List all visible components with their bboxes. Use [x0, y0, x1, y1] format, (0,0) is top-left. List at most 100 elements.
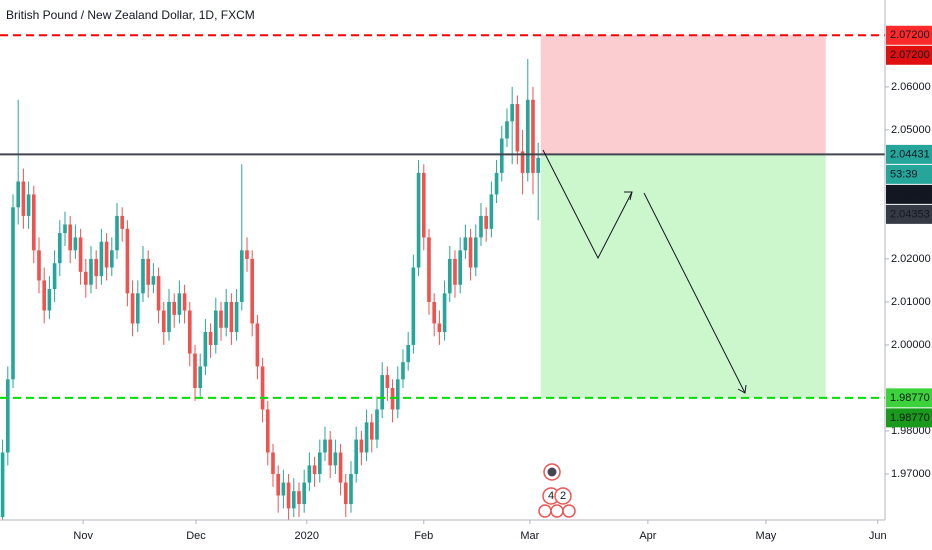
- candle-body: [26, 194, 31, 216]
- candle-body: [89, 258, 93, 285]
- candle-body: [479, 215, 483, 238]
- candle-body: [286, 482, 291, 509]
- candle-body: [525, 99, 530, 173]
- candle-body: [0, 452, 5, 517]
- candle-body: [229, 301, 234, 333]
- price-label: 2.07200: [890, 29, 930, 41]
- candle-body: [172, 301, 177, 315]
- candle-body: [37, 250, 41, 281]
- projection-arrow: [643, 192, 746, 394]
- candle-body: [167, 301, 171, 333]
- event-badge: [550, 504, 564, 518]
- candle-body: [73, 237, 78, 251]
- price-label: 1.98770: [890, 412, 930, 424]
- price-axis-bg: [885, 0, 932, 550]
- candle-body: [130, 293, 135, 324]
- candle-body: [484, 215, 488, 229]
- candle-body: [416, 172, 421, 268]
- candle-body: [47, 289, 52, 311]
- chart-title: British Pound / New Zealand Dollar, 1D, …: [6, 8, 255, 22]
- candle-body: [11, 207, 15, 380]
- candle-body: [333, 452, 338, 466]
- candle-body: [369, 422, 374, 440]
- event-icon-dot: [547, 467, 557, 477]
- candle-body: [494, 172, 499, 195]
- candle-body: [312, 465, 317, 474]
- x-tick-label: Feb: [414, 530, 433, 542]
- price-label-box: [886, 25, 932, 45]
- candle-body: [94, 258, 99, 277]
- candle-body: [421, 172, 426, 238]
- candle-body: [120, 215, 125, 229]
- event-markers: 4 2: [538, 463, 576, 518]
- candle-body: [401, 362, 405, 380]
- candle-body: [213, 310, 218, 345]
- candle-body: [260, 366, 265, 410]
- candle-body: [328, 439, 333, 466]
- candle-body: [99, 241, 104, 277]
- y-tick-label: 2.06000: [891, 81, 931, 93]
- candle-body: [21, 181, 26, 216]
- candle-body: [135, 293, 140, 324]
- candle-body: [42, 280, 47, 311]
- price-label-box: [886, 164, 932, 184]
- candle-body: [442, 293, 447, 333]
- candle-body: [505, 121, 509, 139]
- candle-body: [317, 452, 322, 474]
- candle-body: [349, 473, 353, 505]
- x-tick-label: Dec: [186, 530, 206, 542]
- candle-body: [489, 194, 494, 229]
- candle-body: [161, 310, 166, 333]
- x-tick-label: Apr: [639, 530, 656, 542]
- candle-body: [68, 224, 73, 251]
- candle-body: [125, 228, 130, 294]
- price-label: 2.04353: [890, 208, 930, 220]
- y-tick-label: 2.05000: [891, 124, 931, 136]
- event-badge: [554, 487, 572, 505]
- y-tick-label: 2.00000: [891, 339, 931, 351]
- candle-body: [510, 104, 514, 122]
- y-tick-label: 1.97000: [891, 468, 931, 480]
- arrow-head: [624, 191, 633, 201]
- candle-body: [193, 353, 197, 388]
- projection-arrow: [542, 149, 633, 260]
- candle-body: [187, 310, 192, 354]
- candle-body: [359, 439, 364, 453]
- event-badge: [562, 504, 576, 518]
- candle-body: [255, 323, 260, 367]
- candle-body: [203, 332, 208, 367]
- candle-body: [16, 181, 21, 208]
- price-label-box: [886, 45, 932, 65]
- candle-body: [364, 422, 369, 453]
- candle-body: [395, 379, 400, 410]
- price-label: 1.98770: [890, 392, 930, 404]
- candle-body: [276, 473, 281, 496]
- arrow-head: [737, 384, 747, 394]
- candle-body: [531, 99, 535, 173]
- x-tick-label: May: [756, 530, 777, 542]
- price-label: 53:39: [890, 168, 918, 180]
- candle-body: [151, 276, 156, 285]
- price-label-box: [886, 184, 932, 204]
- plot-area: [0, 34, 885, 530]
- candle-body: [78, 237, 83, 272]
- candle-body: [115, 215, 119, 251]
- candle-body: [234, 301, 239, 333]
- x-tick-label: Jun: [869, 530, 887, 542]
- candle-body: [52, 263, 57, 290]
- candle-body: [109, 250, 114, 268]
- candle-body: [297, 491, 301, 505]
- candle-body: [57, 233, 62, 264]
- candle-body: [224, 301, 229, 328]
- candle-body: [83, 271, 88, 285]
- event-count: 2: [560, 490, 566, 502]
- stop-zone: [540, 35, 826, 155]
- candle-body: [31, 194, 36, 251]
- price-label-box: [886, 144, 932, 164]
- candle-body: [265, 409, 270, 453]
- price-label: 2.07200: [890, 49, 930, 61]
- price-label: 2.04431: [890, 148, 930, 160]
- candle-body: [385, 375, 390, 388]
- candle-body: [520, 151, 525, 173]
